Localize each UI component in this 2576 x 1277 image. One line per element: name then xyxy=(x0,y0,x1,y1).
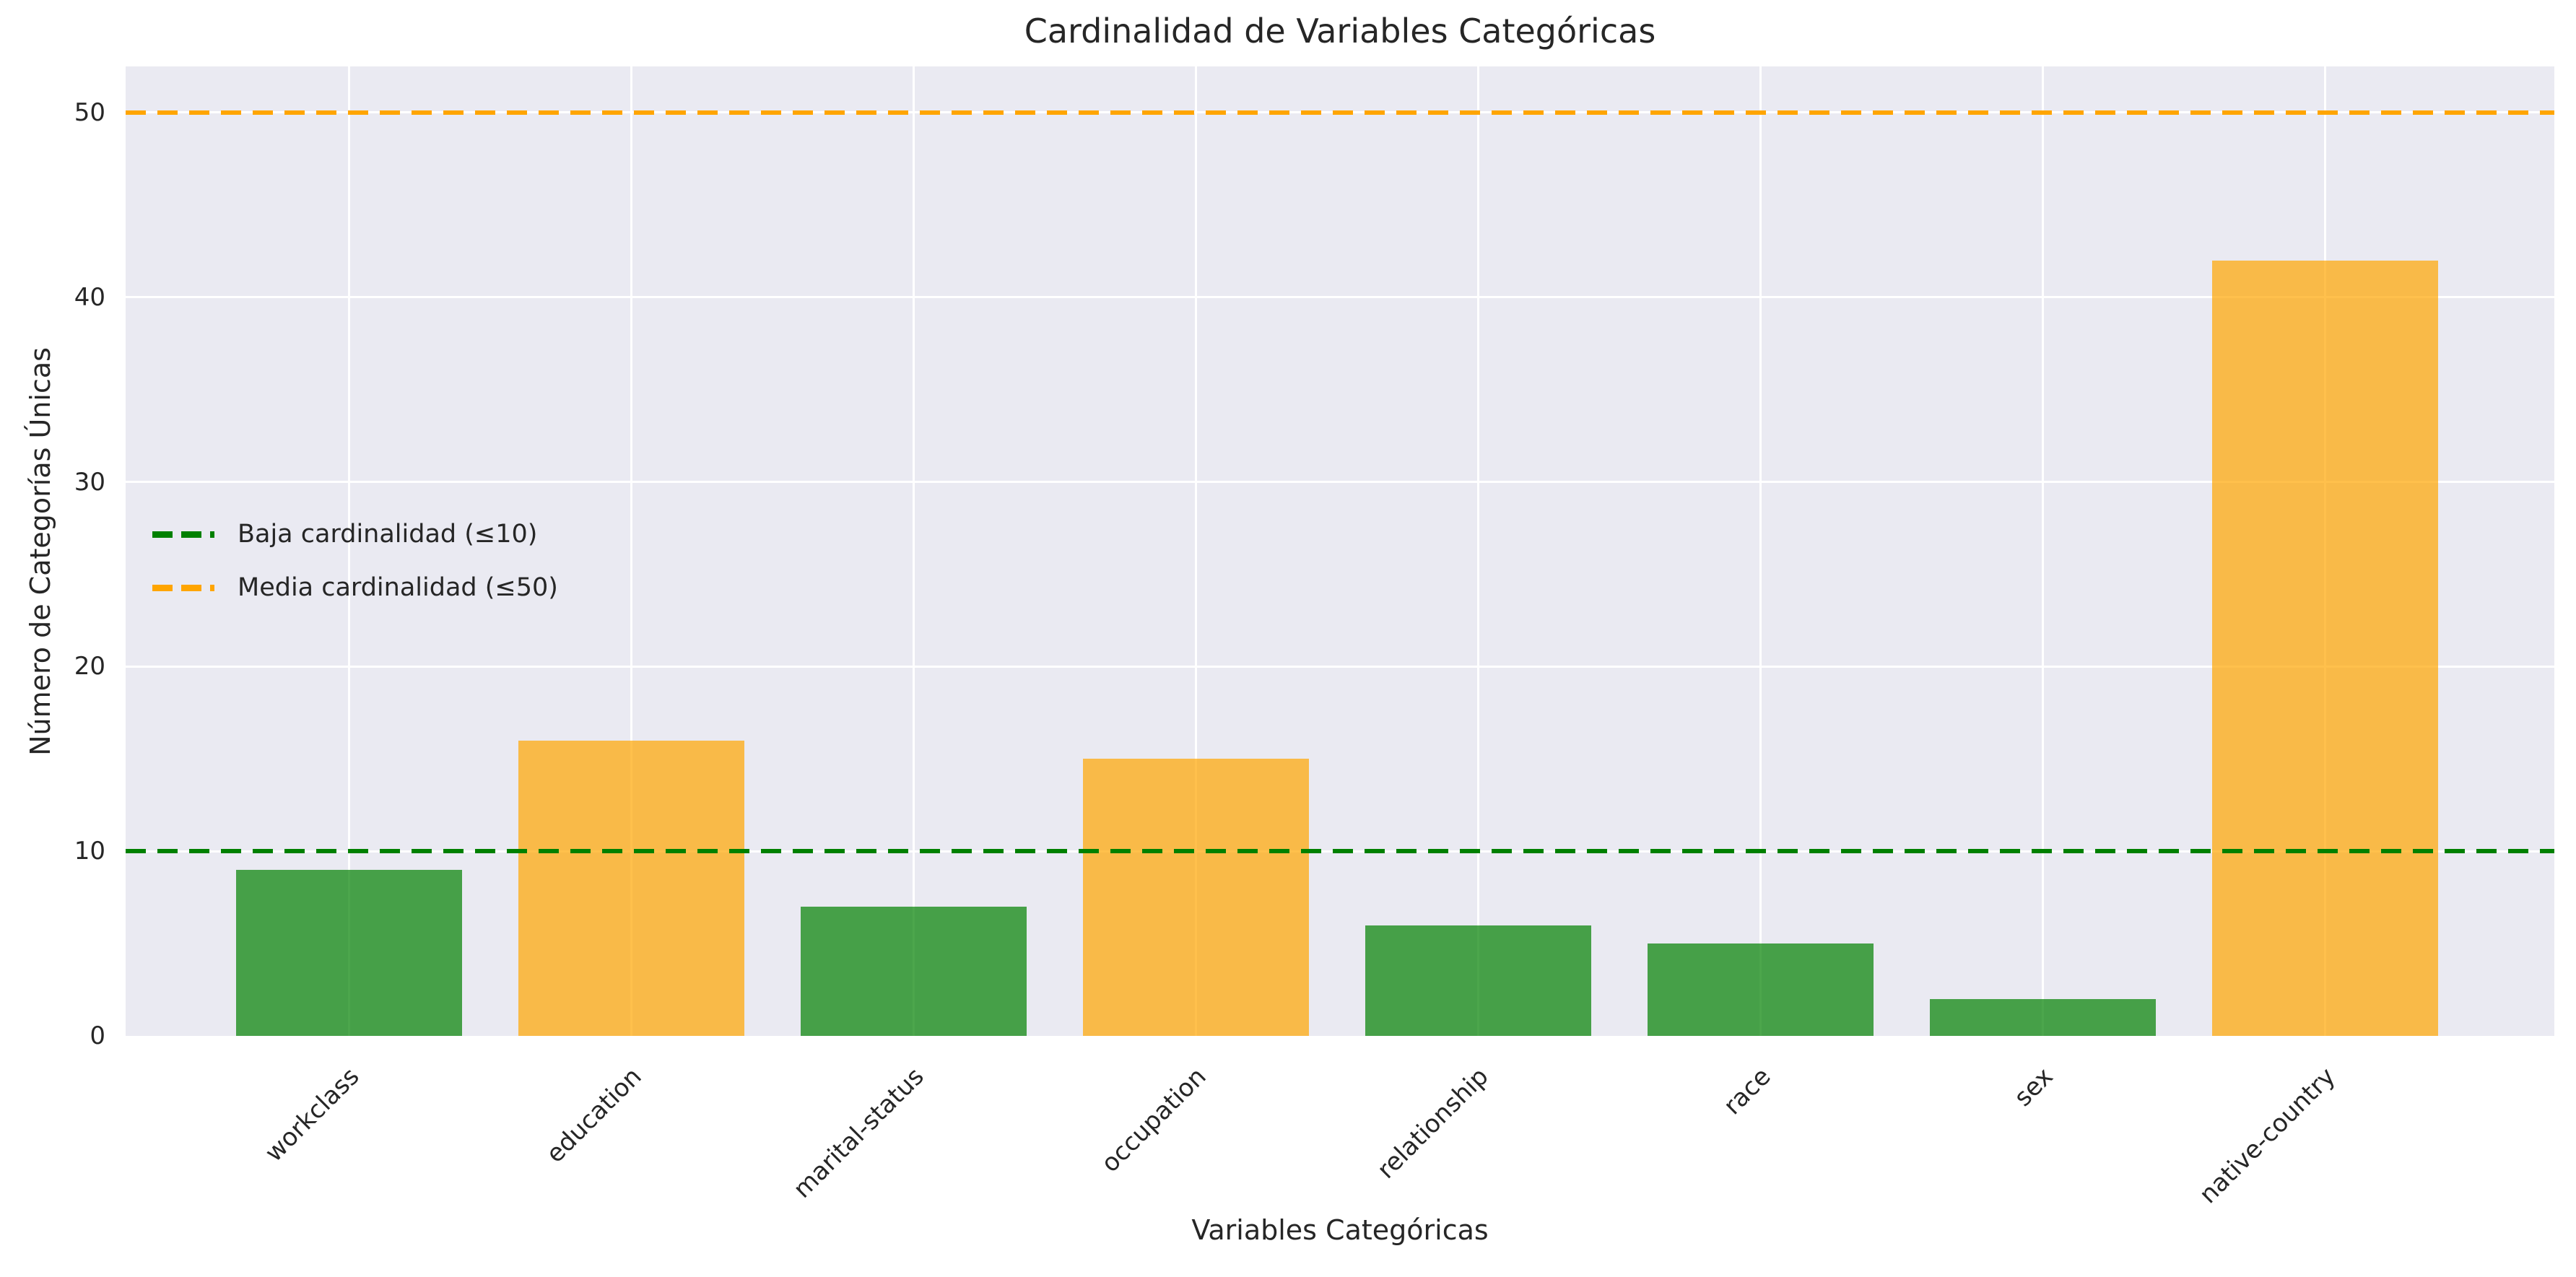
legend: Baja cardinalidad (≤10) Media cardinalida… xyxy=(152,507,558,614)
y-tick-label-30: 30 xyxy=(74,467,105,497)
x-tick-label-education: education xyxy=(540,1062,648,1169)
reference-line-low xyxy=(126,849,2554,854)
gridline-y-40 xyxy=(126,296,2554,299)
legend-label: Media cardinalidad (≤50) xyxy=(238,573,558,602)
legend-dashed-line-sample xyxy=(152,531,214,538)
legend-item-medium-cardinality: Media cardinalidad (≤50) xyxy=(152,561,558,614)
bar-occupation xyxy=(1082,759,1309,1036)
gridline-y-20 xyxy=(126,665,2554,668)
y-tick-label-40: 40 xyxy=(74,282,105,312)
bar-workclass xyxy=(235,869,462,1036)
gridline-x-race xyxy=(1759,66,1762,1036)
gridline-x-sex xyxy=(2041,66,2044,1036)
y-tick-label-20: 20 xyxy=(74,652,105,681)
y-tick-label-50: 50 xyxy=(74,97,105,127)
x-tick-label-relationship: relationship xyxy=(1371,1062,1494,1185)
plot-area xyxy=(126,66,2554,1036)
chart-title: Cardinalidad de Variables Categóricas xyxy=(1024,12,1656,51)
gridline-x-occupation xyxy=(1194,66,1197,1036)
y-tick-label-10: 10 xyxy=(74,837,105,866)
bar-sex xyxy=(1929,998,2156,1036)
reference-line-medium xyxy=(126,110,2554,115)
bar-education xyxy=(518,740,744,1036)
bar-marital-status xyxy=(800,906,1027,1036)
x-tick-label-occupation: occupation xyxy=(1095,1062,1212,1179)
gridline-y-30 xyxy=(126,481,2554,484)
x-tick-label-marital-status: marital-status xyxy=(788,1062,930,1204)
gridline-x-workclass xyxy=(347,66,350,1036)
legend-dashed-line-sample xyxy=(152,584,214,591)
bar-native-country xyxy=(2211,260,2438,1036)
legend-label: Baja cardinalidad (≤10) xyxy=(238,520,538,549)
x-tick-label-workclass: workclass xyxy=(259,1062,365,1168)
x-tick-label-race: race xyxy=(1718,1062,1777,1121)
y-axis-label: Número de Categorías Únicas xyxy=(25,347,56,756)
x-tick-label-native-country: native-country xyxy=(2193,1062,2341,1210)
x-axis-label: Variables Categóricas xyxy=(1191,1214,1489,1246)
bar-race xyxy=(1647,943,1874,1036)
gridline-x-marital-status xyxy=(912,66,915,1036)
legend-item-low-cardinality: Baja cardinalidad (≤10) xyxy=(152,507,558,561)
bar-relationship xyxy=(1365,925,1591,1036)
gridline-x-relationship xyxy=(1476,66,1479,1036)
gridline-x-education xyxy=(630,66,632,1036)
y-tick-label-0: 0 xyxy=(90,1021,105,1050)
x-tick-label-sex: sex xyxy=(2009,1062,2059,1112)
